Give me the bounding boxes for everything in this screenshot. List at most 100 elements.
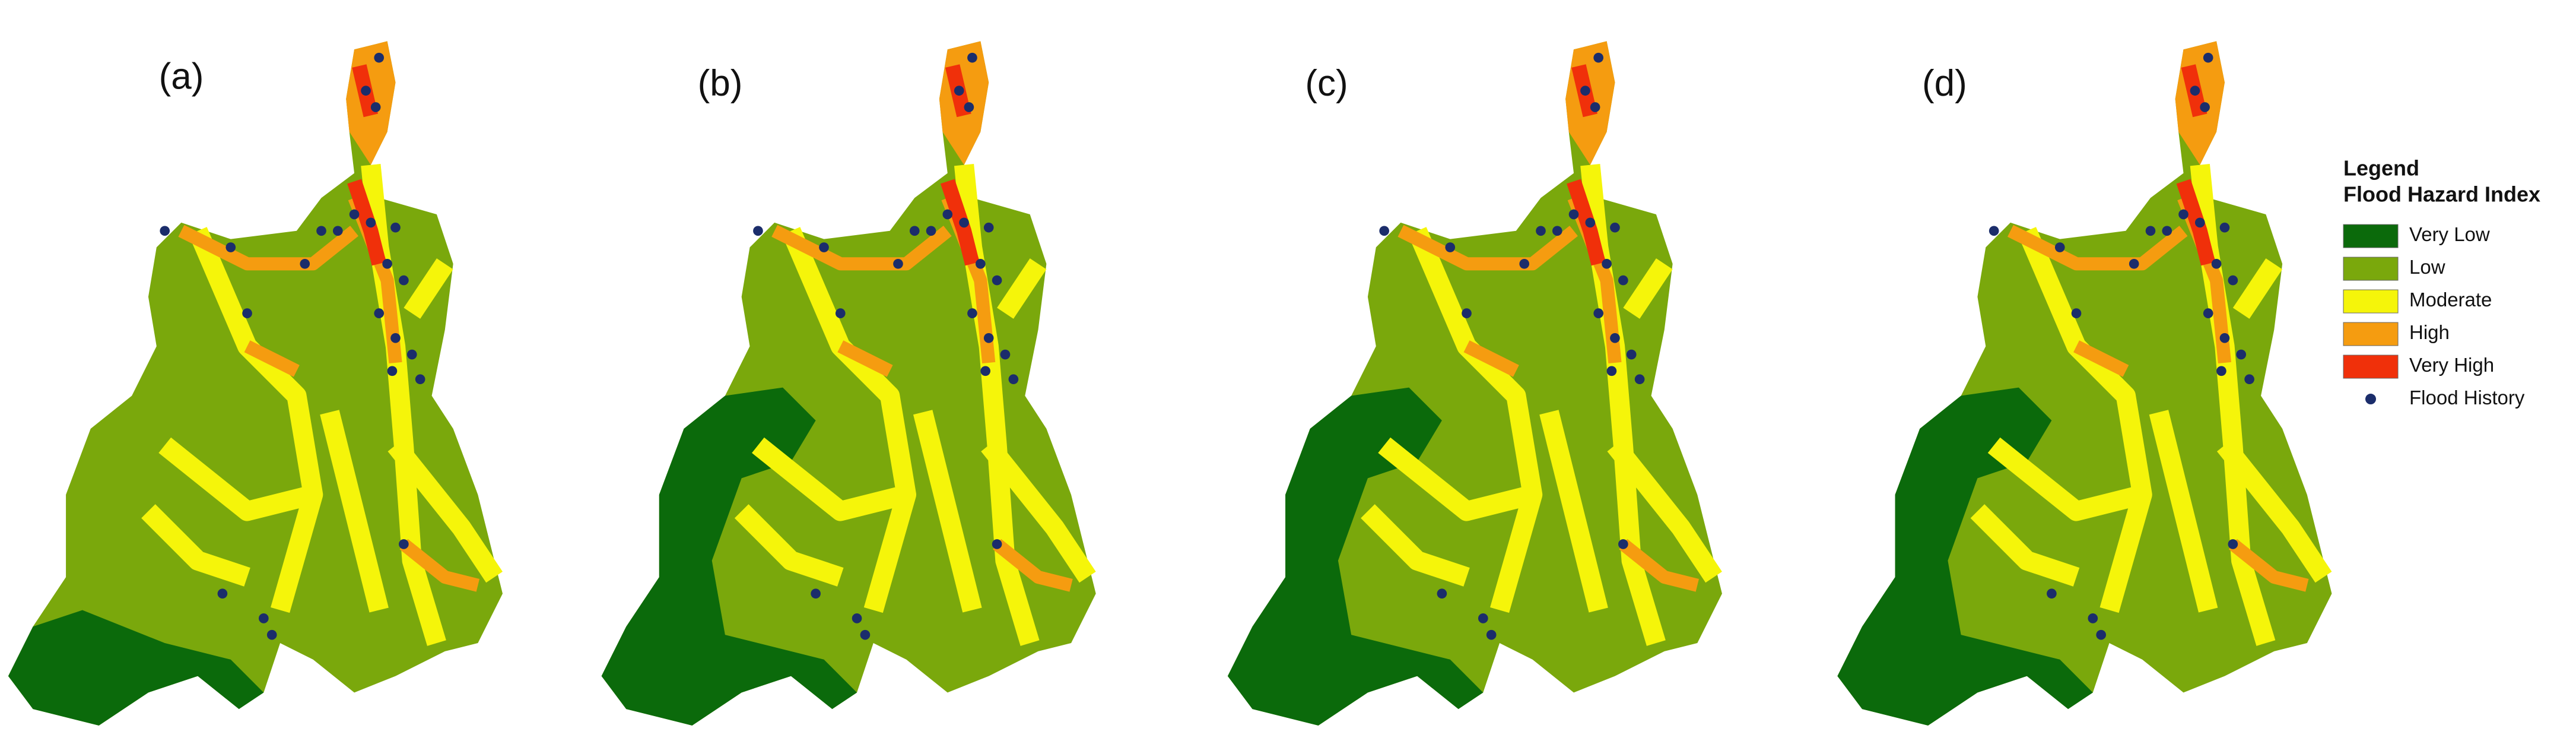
region [8, 610, 264, 726]
flood-point [349, 209, 360, 220]
flood-point [399, 539, 409, 549]
flood-point [2200, 102, 2210, 112]
legend-label: Low [2409, 256, 2445, 278]
river-zone [320, 410, 389, 613]
river-zone [2228, 539, 2309, 592]
flood-point [1536, 226, 1546, 236]
flood-point [975, 258, 986, 269]
region [1837, 387, 2093, 726]
flood-point [2194, 217, 2205, 228]
river-zone [141, 504, 250, 587]
flood-point [811, 588, 821, 599]
river-zone [1970, 504, 2080, 587]
river-zone [2149, 410, 2218, 613]
flood-point [1445, 242, 1456, 252]
river-zone [940, 179, 980, 266]
flood-point [753, 226, 763, 236]
flood-point [242, 308, 252, 318]
flood-point [332, 226, 343, 236]
river-zone [752, 437, 909, 521]
legend-subtitle: Flood Hazard Index [2343, 182, 2540, 207]
river-zone [347, 179, 386, 266]
flood-point [959, 217, 969, 228]
flood-point [2054, 242, 2065, 252]
flood-point [852, 613, 862, 623]
legend-swatch [2343, 289, 2399, 314]
flood-point [1437, 588, 1447, 599]
flood-point [1000, 349, 1011, 360]
flood-point [1379, 226, 1390, 236]
flood-point [390, 333, 401, 343]
region [601, 387, 857, 726]
legend-symbol [2365, 394, 2376, 405]
flood-point [1618, 539, 1628, 549]
flood-point [893, 258, 903, 269]
flood-point [926, 226, 936, 236]
flood-point [2228, 275, 2238, 286]
map-panel [1837, 41, 2332, 726]
river-zone [188, 227, 323, 613]
river-zone [771, 224, 952, 271]
flood-point [2219, 333, 2230, 343]
panel-label: (c) [1305, 63, 1348, 104]
flood-point [967, 52, 977, 63]
map-panel [8, 41, 503, 726]
river-zone [178, 224, 358, 271]
river-zone [1408, 227, 1543, 613]
flood-point [2236, 349, 2247, 360]
flood-point [2228, 539, 2238, 549]
flood-point [2211, 258, 2222, 269]
river-zone [734, 504, 844, 587]
flood-point [1593, 308, 1604, 318]
flood-point [2219, 222, 2230, 233]
legend-label: High [2409, 321, 2450, 343]
flood-point [909, 226, 920, 236]
flood-point [992, 275, 1002, 286]
legend-label: Moderate [2409, 289, 2492, 311]
river-zone [244, 340, 300, 377]
flood-point [399, 275, 409, 286]
river-zone [913, 410, 982, 613]
flood-point [1585, 217, 1596, 228]
river-zone [2176, 179, 2216, 266]
flood-point [1519, 258, 1530, 269]
legend-swatch [2343, 322, 2399, 346]
flood-point [1626, 349, 1637, 360]
river-zone [404, 258, 453, 319]
flood-point [954, 86, 964, 96]
flood-point [2178, 209, 2189, 220]
river-zone [1623, 258, 1673, 319]
flood-point [160, 226, 170, 236]
river-zone [1463, 340, 1519, 377]
flood-point [819, 242, 829, 252]
flood-point [1486, 629, 1497, 640]
river-zone [837, 340, 893, 377]
river-zone [399, 539, 480, 592]
legend: Very Low Low Moderate High Very High Flood Hi… [2343, 223, 2525, 409]
legend-label: Very High [2409, 354, 2494, 376]
flood-point [1593, 52, 1604, 63]
flood-point [1610, 222, 1620, 233]
river-zone [2073, 340, 2129, 377]
river-zone [2232, 258, 2283, 319]
flood-point [983, 222, 994, 233]
river-zone [1567, 179, 1606, 266]
legend-title: Legend [2343, 156, 2419, 181]
flood-point [1989, 226, 1999, 236]
flood-point [374, 308, 385, 318]
flood-point [1462, 308, 1472, 318]
flood-point [258, 613, 269, 623]
river-zone [158, 437, 316, 521]
river-zone [1619, 539, 1700, 592]
river-zone [981, 439, 1096, 583]
flood-point [1602, 258, 1612, 269]
river-zone [1607, 439, 1722, 583]
flood-point [980, 366, 990, 376]
flood-point [2203, 52, 2213, 63]
flood-point [1580, 86, 1590, 96]
flood-point [366, 217, 376, 228]
flood-point [2047, 588, 2057, 599]
flood-point [1008, 374, 1019, 385]
flood-point [992, 539, 1002, 549]
